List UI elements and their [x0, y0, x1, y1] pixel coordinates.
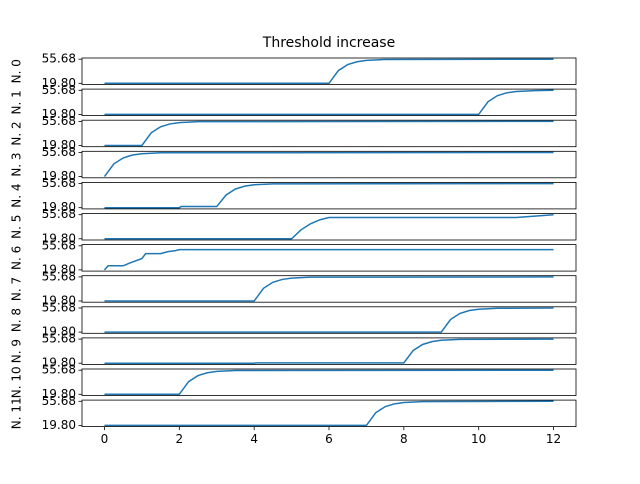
data-line — [104, 338, 554, 364]
y-tick-label: 19.80 — [42, 262, 76, 276]
y-tick-label: 19.80 — [42, 325, 76, 339]
data-line — [103, 248, 554, 271]
axes-frame — [81, 88, 577, 116]
y-axis-label: N. 7 — [10, 277, 24, 301]
y-tick-label: 19.80 — [42, 231, 76, 245]
y-axis-label: N. 2 — [10, 121, 24, 145]
y-tick-label: 19.80 — [42, 200, 76, 214]
y-tick-label: 19.80 — [42, 138, 76, 152]
y-tick-label: 19.80 — [42, 293, 76, 307]
y-axis-label: N. 0 — [10, 59, 24, 83]
y-axis-label: N. 6 — [10, 246, 24, 270]
axes-frame — [81, 119, 577, 148]
y-axis-label: N. 1 — [10, 90, 24, 114]
y-axis-label: N. 10 — [10, 366, 24, 398]
axes-frame — [81, 213, 577, 241]
data-line — [104, 307, 554, 333]
y-tick-label: 19.80 — [42, 387, 76, 401]
y-tick-label: 19.80 — [42, 76, 76, 90]
y-axis-label: N. 8 — [10, 308, 24, 332]
axes-frame — [81, 57, 577, 85]
x-tick-label: 4 — [250, 432, 258, 446]
data-line — [104, 400, 554, 427]
axes-frame — [81, 150, 577, 179]
y-tick-label: 55.68 — [42, 83, 76, 97]
y-axis-label: N. 11 — [10, 397, 24, 429]
y-tick-label: 19.80 — [42, 356, 76, 370]
y-tick-label: 55.68 — [42, 269, 76, 283]
axes-frame — [81, 337, 577, 365]
data-line — [104, 182, 554, 209]
y-axis-label: N. 9 — [10, 339, 24, 363]
x-tick-label: 8 — [400, 432, 408, 446]
y-axis-label: N. 3 — [10, 152, 24, 176]
y-tick-label: 55.68 — [42, 207, 76, 221]
data-line — [104, 276, 554, 302]
y-tick-label: 55.68 — [42, 238, 76, 252]
y-tick-label: 55.68 — [42, 363, 76, 377]
axes-frame — [81, 275, 577, 303]
y-tick-label: 55.68 — [42, 394, 76, 408]
axes-frame — [81, 306, 577, 334]
y-tick-label: 55.68 — [42, 114, 76, 128]
data-line — [104, 89, 554, 116]
data-line — [104, 369, 554, 396]
y-tick-label: 55.68 — [42, 145, 76, 159]
x-tick-label: 6 — [325, 432, 333, 446]
chart-title: Threshold increase — [262, 35, 395, 51]
x-tick-label: 10 — [471, 432, 486, 446]
axes-frame — [81, 244, 577, 272]
y-tick-label: 19.80 — [42, 418, 76, 432]
y-tick-label: 19.80 — [42, 107, 76, 121]
data-line — [104, 213, 554, 240]
y-axis-label: N. 4 — [10, 184, 24, 208]
x-tick-label: 12 — [546, 432, 561, 446]
data-line — [104, 58, 554, 85]
x-tick-label: 0 — [101, 432, 109, 446]
y-tick-label: 55.68 — [42, 301, 76, 315]
x-tick-label: 2 — [175, 432, 183, 446]
axes-frame — [81, 181, 577, 210]
axes-frame — [81, 368, 577, 396]
y-tick-label: 19.80 — [42, 169, 76, 183]
y-tick-label: 55.68 — [42, 332, 76, 346]
y-tick-label: 55.68 — [42, 52, 76, 66]
y-tick-label: 55.68 — [42, 176, 76, 190]
data-line — [103, 151, 554, 178]
data-line — [104, 120, 554, 147]
y-axis-label: N. 5 — [10, 215, 24, 239]
